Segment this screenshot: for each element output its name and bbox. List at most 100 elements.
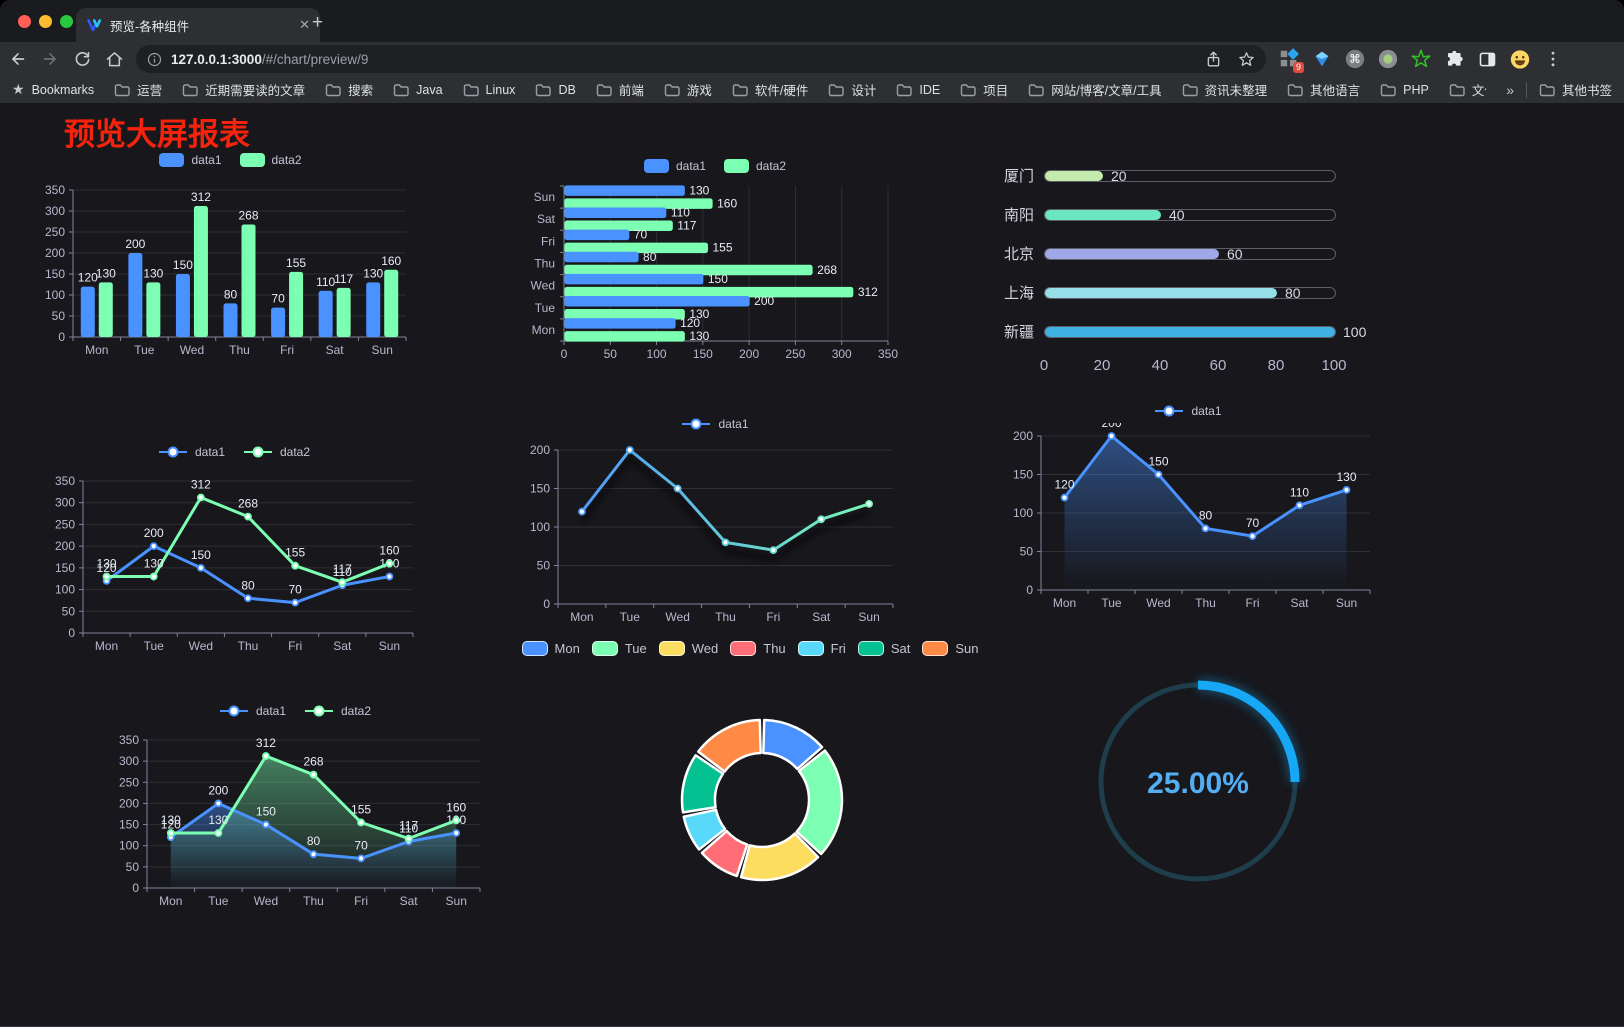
chart-progress-bars[interactable]: 厦门 20 南阳 40 北京 60 上海 80 新疆 100 0 20 40 60 80 100 bbox=[992, 156, 1392, 379]
url-bar[interactable]: 127.0.0.1:3000/#/chart/preview/9 bbox=[136, 45, 1266, 73]
reload-button[interactable] bbox=[68, 45, 96, 73]
zoom-window-button[interactable] bbox=[60, 15, 73, 28]
profile-avatar-button[interactable] bbox=[1509, 48, 1531, 70]
share-button[interactable] bbox=[1204, 50, 1223, 69]
line-two-canvas[interactable]: 0 50 100 150 200 250 300 350 Mon Tue Wed Thu Fri Sat S… bbox=[45, 464, 423, 663]
legend-item-Wed[interactable]: Wed bbox=[658, 640, 718, 656]
chart-donut-pie[interactable]: Mon Tue Wed Thu Fri Sat Sun bbox=[521, 635, 978, 886]
bookmark-folder[interactable]: 项目 bbox=[960, 80, 1008, 99]
chart-line-gradient[interactable]: data1 0 50 100 150 200 Mon Tue Wed Thu Fri Sat Sun bbox=[505, 412, 925, 636]
svg-text:250: 250 bbox=[785, 347, 805, 361]
line-area-canvas[interactable]: 0 50 100 150 200 Mon Tue Wed Thu Fri Sat Sun 120 200 1… bbox=[988, 423, 1388, 620]
legend-item-data2[interactable]: data2 bbox=[724, 159, 786, 173]
bar-grouped-canvas[interactable]: 0 50 100 150 200 250 300 350 Mon Tue Wed Thu Fri Sat S… bbox=[43, 172, 418, 365]
progress-row-上海[interactable]: 上海 80 bbox=[992, 273, 1392, 312]
svg-text:150: 150 bbox=[530, 482, 550, 496]
svg-text:130: 130 bbox=[689, 183, 709, 197]
pie-slice-Tue[interactable] bbox=[795, 749, 844, 856]
chart-gauge[interactable]: 25.00% bbox=[1088, 672, 1308, 892]
legend-item-data1[interactable]: data1 bbox=[643, 159, 706, 173]
bookmark-folder[interactable]: 搜索 bbox=[325, 80, 373, 99]
new-tab-button[interactable]: + bbox=[312, 12, 324, 33]
browser-tab[interactable]: 预览-各种组件 ✕ bbox=[76, 8, 320, 42]
legend-item-data1[interactable]: data1 bbox=[219, 704, 286, 718]
chart-line-area[interactable]: data1 0 50 100 150 200 Mon Tue Wed Thu Fri Sat Sun 12… bbox=[988, 399, 1388, 620]
bookmark-folder[interactable]: IDE bbox=[896, 80, 940, 99]
forward-button[interactable] bbox=[36, 45, 64, 73]
bookmark-folder[interactable]: 设计 bbox=[828, 80, 876, 99]
bookmark-folder[interactable]: DB bbox=[535, 80, 576, 99]
bookmark-folder[interactable]: Java bbox=[393, 80, 443, 99]
legend-item-Tue[interactable]: Tue bbox=[591, 640, 647, 656]
svg-text:130: 130 bbox=[96, 266, 116, 280]
share-icon bbox=[1207, 51, 1220, 67]
legend-item-data1[interactable]: data1 bbox=[158, 445, 225, 459]
extensions-menu-button[interactable] bbox=[1443, 48, 1465, 70]
extension-star-button[interactable] bbox=[1410, 48, 1432, 70]
legend-item-Fri[interactable]: Fri bbox=[797, 640, 846, 656]
bookmark-folder[interactable]: 前端 bbox=[596, 80, 644, 99]
bookmark-folder[interactable]: 游戏 bbox=[664, 80, 712, 99]
bookmarks-overflow-button[interactable]: » bbox=[1506, 81, 1514, 98]
svg-text:130: 130 bbox=[363, 266, 383, 280]
bookmark-folder[interactable]: 资讯未整理 bbox=[1182, 80, 1267, 99]
legend-item-data1[interactable]: data1 bbox=[159, 153, 222, 167]
pie-slice-Mon[interactable] bbox=[762, 718, 824, 771]
back-button[interactable] bbox=[4, 45, 32, 73]
bookmark-folder[interactable]: PHP bbox=[1380, 80, 1429, 99]
bookmark-folder[interactable]: 近期需要读的文章 bbox=[182, 80, 305, 99]
bookmark-folder[interactable]: 其他语言 bbox=[1287, 80, 1360, 99]
extension-gem-button[interactable] bbox=[1311, 48, 1333, 70]
minimize-window-button[interactable] bbox=[39, 15, 52, 28]
chart-bar-horizontal[interactable]: data1 data2 0 50 100 150 200 250 300 350 Sun 130 160… bbox=[505, 154, 925, 367]
chart-bar-grouped[interactable]: data1 data2 0 50 100 150 200 250 300 350 Mon Tue Wed… bbox=[43, 148, 418, 365]
legend-item-data1[interactable]: data1 bbox=[1154, 404, 1222, 418]
progress-row-新疆[interactable]: 新疆 100 bbox=[992, 312, 1392, 351]
svg-text:Sun: Sun bbox=[372, 343, 393, 357]
line-area-two-canvas[interactable]: 0 50 100 150 200 250 300 350 Mon Tue Wed Thu Fri Sat S… bbox=[100, 723, 490, 918]
legend-item-data2[interactable]: data2 bbox=[239, 153, 302, 167]
progress-row-厦门[interactable]: 厦门 20 bbox=[992, 156, 1392, 195]
progress-value: 60 bbox=[1227, 245, 1243, 262]
tab-close-icon[interactable]: ✕ bbox=[299, 17, 310, 32]
progress-track: 60 bbox=[1044, 245, 1336, 262]
pie-slice-Thu[interactable] bbox=[700, 829, 749, 878]
bookmark-page-button[interactable] bbox=[1237, 50, 1256, 69]
gauge-canvas[interactable]: 25.00% bbox=[1088, 672, 1308, 892]
home-button[interactable] bbox=[100, 45, 128, 73]
legend-item-data1[interactable]: data1 bbox=[681, 417, 749, 431]
bookmark-folder[interactable]: 运营 bbox=[114, 80, 162, 99]
extension-record-button[interactable] bbox=[1377, 48, 1399, 70]
legend-item-data2[interactable]: data2 bbox=[243, 445, 310, 459]
bookmark-folder[interactable]: 软件/硬件 bbox=[732, 80, 808, 99]
extension-command-button[interactable]: ⌘ bbox=[1344, 48, 1366, 70]
legend-item-Sat[interactable]: Sat bbox=[857, 640, 910, 656]
extension-grid-button[interactable]: 9 bbox=[1278, 48, 1304, 73]
pie-slice-Wed[interactable] bbox=[739, 832, 820, 882]
bookmark-folder[interactable]: 文件服务器 bbox=[1449, 80, 1486, 99]
pie-slice-Sat[interactable] bbox=[680, 754, 725, 814]
bookmarks-manager-item[interactable]: ★ Bookmarks bbox=[12, 81, 94, 98]
progress-row-北京[interactable]: 北京 60 bbox=[992, 234, 1392, 273]
split-view-button[interactable] bbox=[1476, 48, 1498, 70]
other-bookmarks-folder[interactable]: 其他书签 bbox=[1539, 80, 1612, 99]
bookmark-folder[interactable]: Linux bbox=[463, 80, 515, 99]
site-info-icon[interactable] bbox=[146, 51, 163, 68]
legend-item-Thu[interactable]: Thu bbox=[730, 640, 786, 656]
donut-canvas[interactable] bbox=[560, 661, 940, 886]
progress-row-南阳[interactable]: 南阳 40 bbox=[992, 195, 1392, 234]
bookmark-folder[interactable]: 网站/博客/文章/工具 bbox=[1028, 80, 1162, 99]
pie-slice-Fri[interactable] bbox=[682, 808, 727, 851]
browser-menu-button[interactable] bbox=[1542, 48, 1564, 70]
legend-item-Sun[interactable]: Sun bbox=[922, 640, 978, 656]
line-gradient-canvas[interactable]: 0 50 100 150 200 Mon Tue Wed Thu Fri Sat Sun bbox=[505, 436, 925, 636]
pie-slice-Sun[interactable] bbox=[697, 718, 762, 773]
chart-line-area-two[interactable]: data1 data2 0 50 100 150 200 250 300 350 Mon Tue Wed… bbox=[100, 699, 490, 918]
legend-item-Mon[interactable]: Mon bbox=[521, 640, 580, 656]
chart-line-two-series[interactable]: data1 data2 0 50 100 150 200 250 300 350 Mon Tue Wed… bbox=[45, 440, 423, 663]
legend-item-data2[interactable]: data2 bbox=[304, 704, 371, 718]
close-window-button[interactable] bbox=[18, 15, 31, 28]
svg-text:160: 160 bbox=[446, 800, 466, 814]
progress-track: 100 bbox=[1044, 324, 1366, 340]
